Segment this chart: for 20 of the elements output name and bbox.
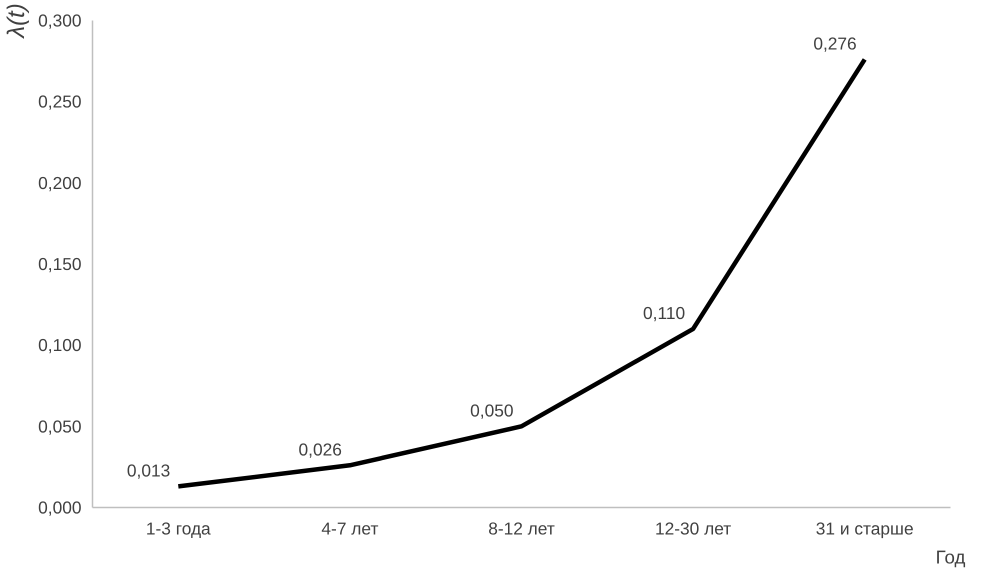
y-tick-label: 0,100 [38, 335, 82, 356]
x-tick-label: 1-3 года [146, 518, 212, 538]
data-label: 0,013 [126, 460, 170, 480]
x-tick-label: 12-30 лет [654, 518, 732, 538]
y-tick-label: 0,050 [38, 416, 82, 436]
y-axis-title: λ(t) [3, 3, 30, 40]
data-label: 0,050 [470, 400, 514, 420]
y-tick-label: 0,300 [38, 10, 82, 30]
line-series [176, 57, 867, 489]
y-tick-label: 0,000 [38, 498, 82, 518]
data-label: 0,026 [298, 439, 342, 460]
data-label: 0,276 [813, 33, 857, 54]
x-tick-label: 8-12 лет [488, 518, 555, 538]
y-tick-label: 0,150 [38, 254, 82, 274]
x-tick-label: 4-7 лет [321, 518, 378, 538]
x-tick-label: 31 и старше [816, 518, 914, 538]
data-label: 0,110 [643, 302, 686, 323]
y-tick-label: 0,250 [38, 92, 82, 112]
y-tick-label: 0,200 [38, 172, 82, 193]
x-axis-title: Год [936, 546, 966, 568]
